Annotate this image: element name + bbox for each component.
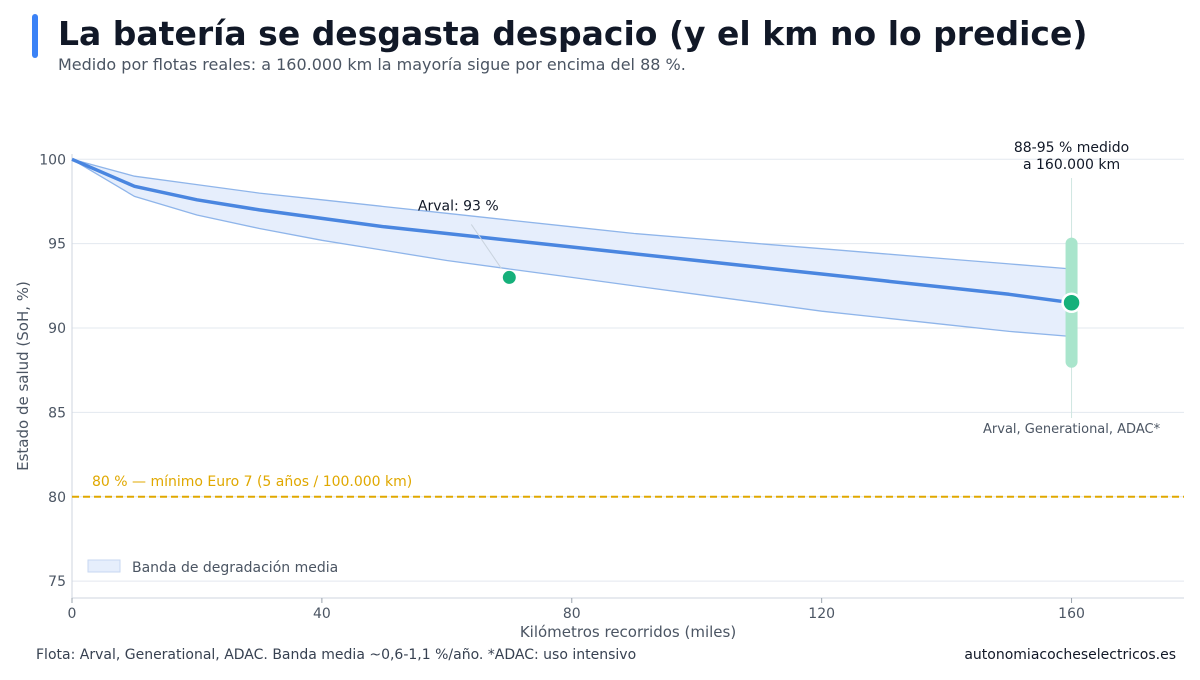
point-leader-line: [470, 224, 502, 269]
range-source-label: Arval, Generational, ADAC*: [983, 422, 1161, 437]
site-credit: autonomiacocheselectricos.es: [964, 647, 1176, 663]
y-tick-label: 80: [48, 490, 66, 506]
x-tick-label: 160: [1058, 606, 1085, 622]
x-tick-label: 40: [313, 606, 331, 622]
data-point-160k: [1061, 292, 1082, 313]
x-tick-label: 0: [68, 606, 77, 622]
band-lower-edge: [71, 158, 1072, 338]
y-tick-label: 85: [48, 405, 66, 421]
y-tick-label: 100: [39, 152, 66, 168]
x-axis-label: Kilómetros recorridos (miles): [520, 623, 736, 641]
title-accent-bar: [32, 14, 38, 58]
y-tick-label: 90: [48, 321, 66, 337]
y-axis-label: Estado de salud (SoH, %): [14, 281, 32, 471]
reference-line-label: 80 % — mínimo Euro 7 (5 años / 100.000 k…: [92, 474, 412, 490]
x-tick-label: 80: [563, 606, 581, 622]
series-line: [71, 157, 1072, 305]
legend-label-band: Banda de degradación media: [132, 560, 338, 576]
band-upper-edge: [71, 158, 1072, 270]
source-note: Flota: Arval, Generational, ADAC. Banda …: [36, 647, 637, 663]
range-label-line1: 88-95 % medido: [1014, 140, 1129, 156]
chart-title: La batería se desgasta despacio (y el km…: [58, 14, 1088, 53]
range-label-line2: a 160.000 km: [1023, 157, 1120, 173]
data-point-arval: [502, 270, 516, 284]
y-tick-label: 95: [48, 237, 66, 253]
data-point-label: Arval: 93 %: [418, 198, 499, 214]
chart-subtitle: Medido por flotas reales: a 160.000 km l…: [58, 55, 686, 74]
x-tick-label: 120: [808, 606, 835, 622]
legend-swatch-band: [87, 559, 121, 573]
y-tick-label: 75: [48, 574, 66, 590]
